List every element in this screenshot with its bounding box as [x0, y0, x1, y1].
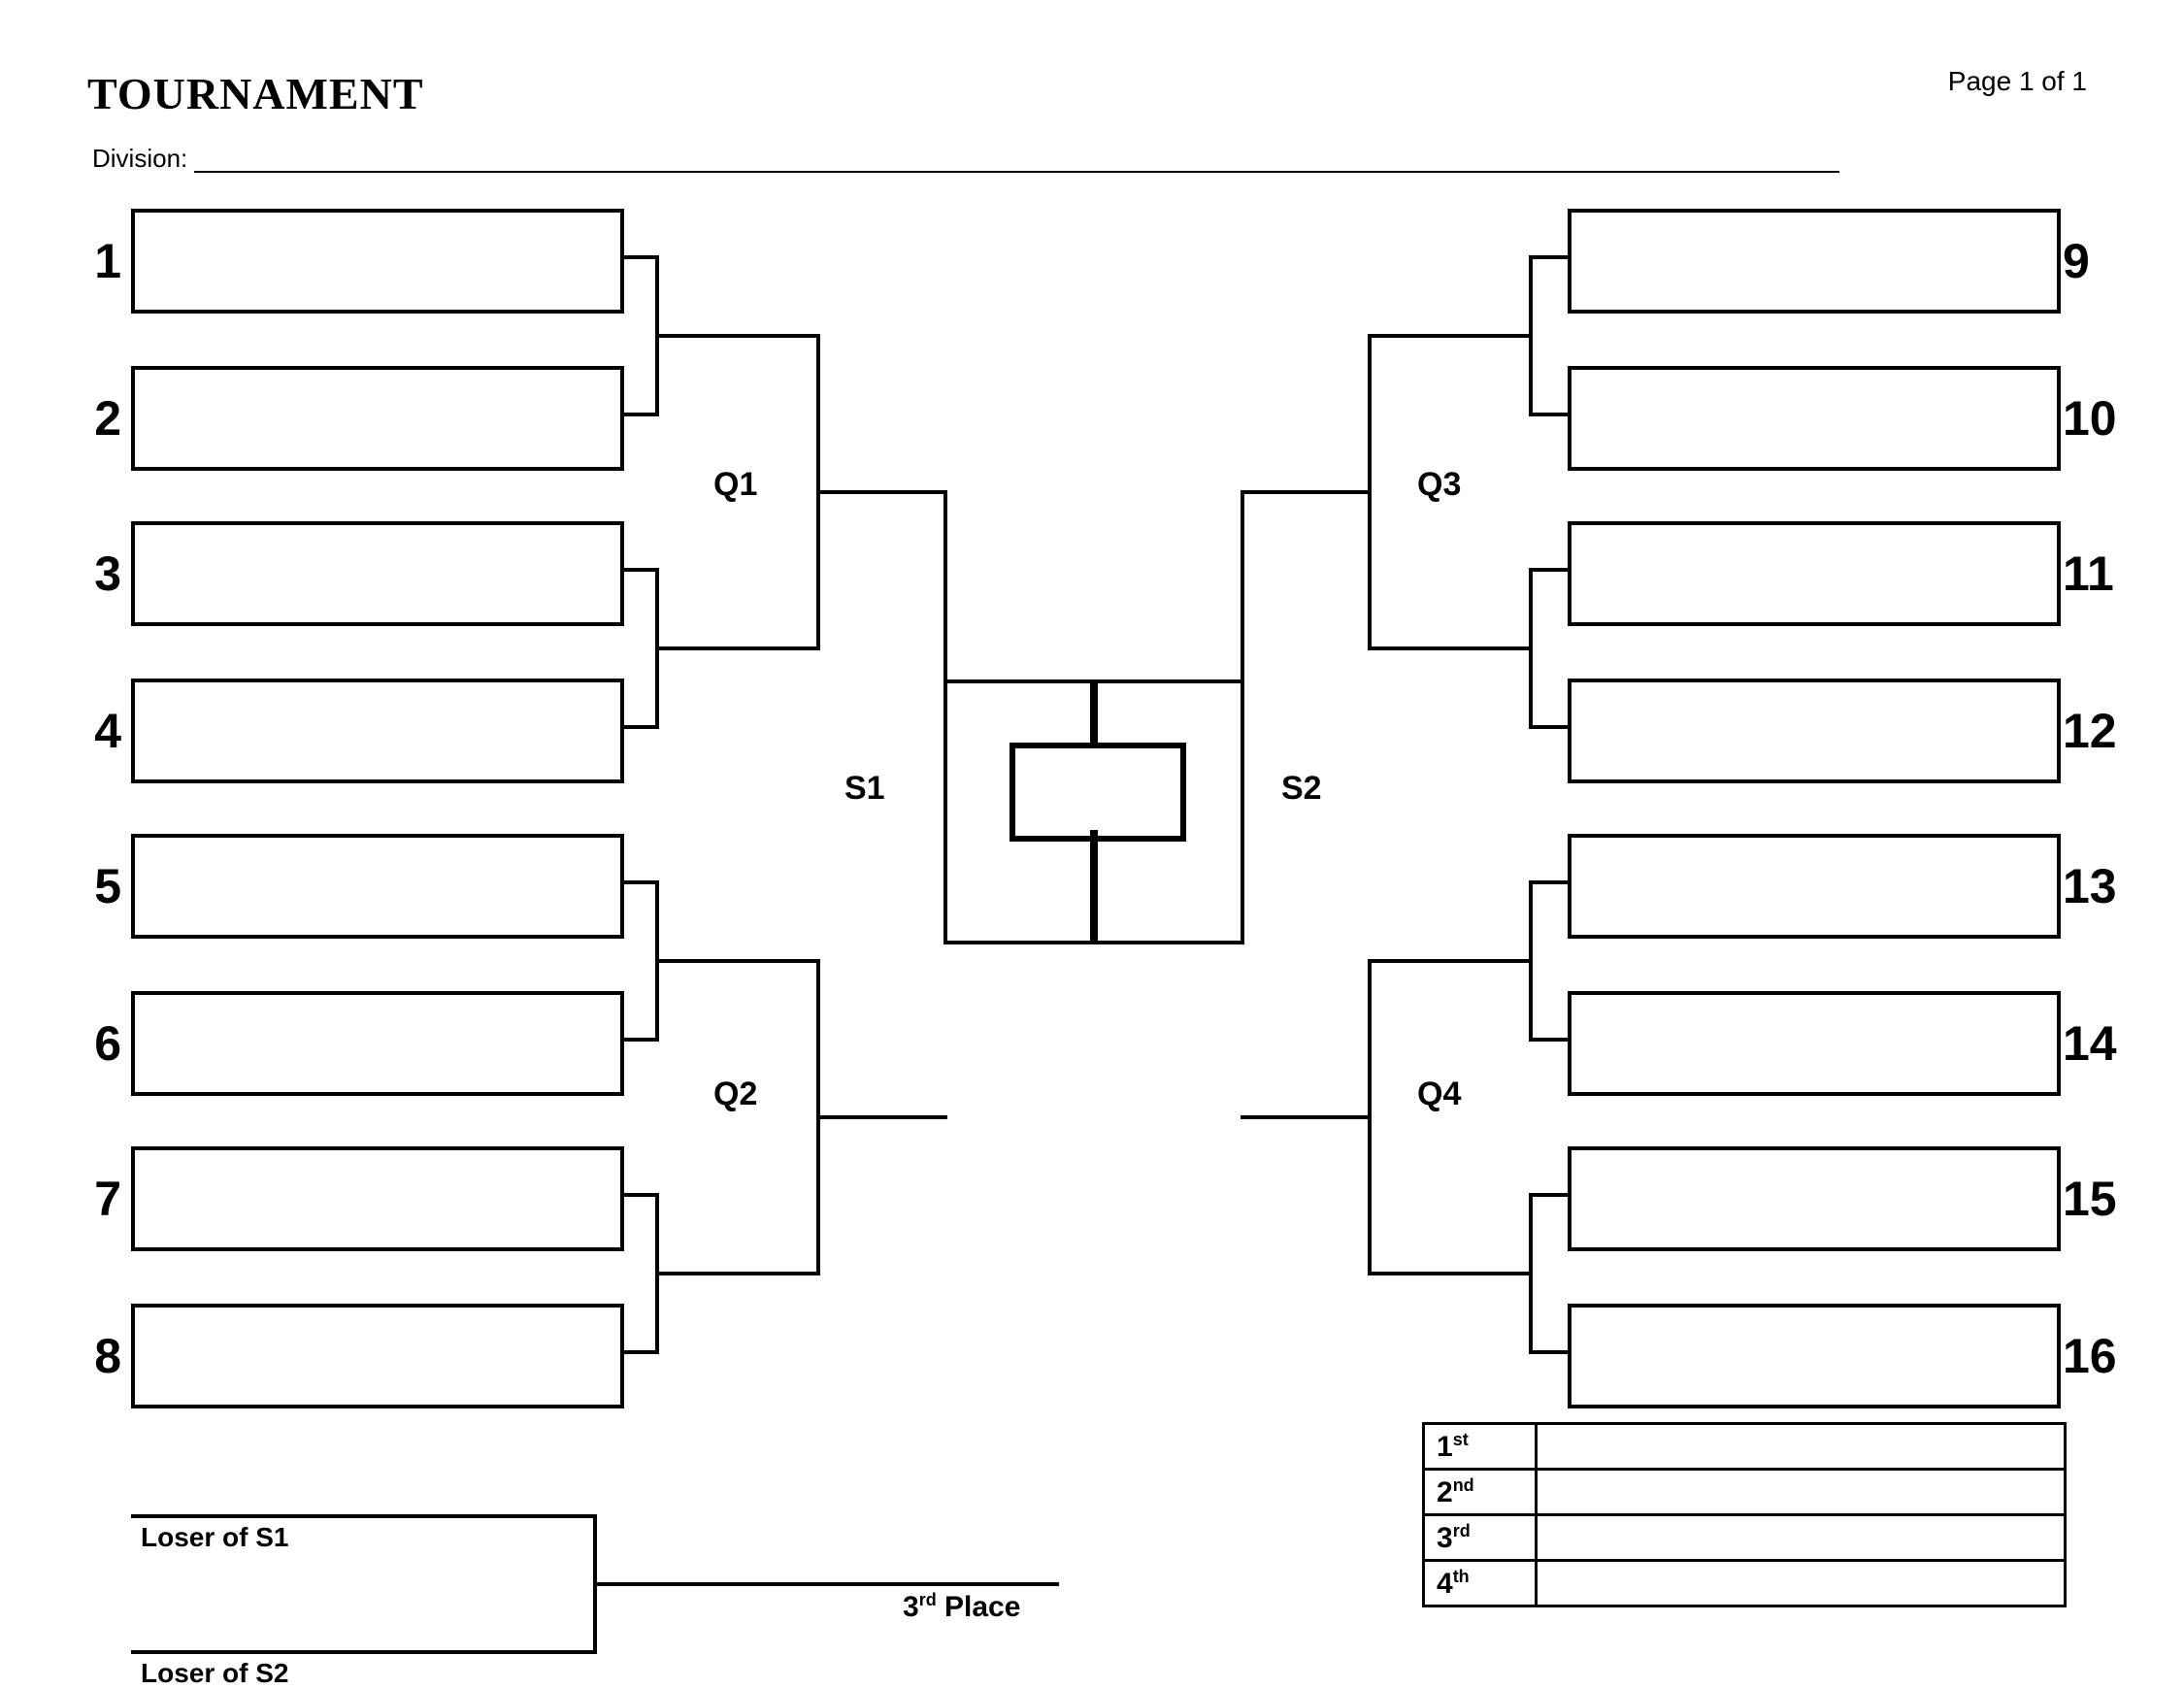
third-place-line[interactable]: [593, 1582, 1059, 1586]
seed-slot-11[interactable]: [1568, 521, 2061, 626]
seed-number: 11: [2063, 546, 2150, 602]
result-slot-1[interactable]: [1537, 1424, 2066, 1470]
seed-number: 16: [2063, 1328, 2150, 1384]
seed-slot-5[interactable]: [131, 834, 624, 939]
division-label: Division:: [92, 144, 187, 174]
result-slot-3[interactable]: [1537, 1515, 2066, 1561]
seed-number: 10: [2063, 390, 2150, 447]
bracket-line: [620, 880, 659, 884]
bracket-line: [1368, 1272, 1533, 1275]
seed-number: 2: [49, 390, 121, 447]
bracket-line: [816, 490, 947, 494]
bracket-line: [1529, 1350, 1568, 1354]
bracket-line: [943, 941, 1094, 944]
bracket-line: [1368, 646, 1533, 650]
bracket-line: [655, 959, 820, 963]
round-label-q3: Q3: [1417, 466, 1461, 504]
seed-number: 13: [2063, 858, 2150, 914]
bracket-line: [1241, 490, 1244, 944]
bracket-line: [1529, 1193, 1568, 1197]
seed-slot-7[interactable]: [131, 1146, 624, 1251]
third-place-label: 3rd Place: [903, 1590, 1020, 1624]
seed-slot-12[interactable]: [1568, 679, 2061, 783]
bracket-line: [1094, 679, 1244, 683]
bracket-line: [1529, 413, 1568, 416]
rank-cell: 2nd: [1424, 1470, 1537, 1515]
bracket-line: [1368, 959, 1533, 963]
loser-s2-label: Loser of S2: [141, 1658, 288, 1689]
bracket-line: [620, 1038, 659, 1042]
bracket-line: [1094, 830, 1098, 944]
rank-cell: 3rd: [1424, 1515, 1537, 1561]
bracket-line: [1368, 334, 1533, 338]
results-row: 3rd: [1424, 1515, 2066, 1561]
seed-slot-3[interactable]: [131, 521, 624, 626]
seed-slot-13[interactable]: [1568, 834, 2061, 939]
bracket-line: [655, 646, 820, 650]
bracket-line: [620, 1193, 659, 1197]
page-title: TOURNAMENT: [87, 68, 424, 119]
bracket-line: [1529, 1038, 1568, 1042]
results-row: 4th: [1424, 1561, 2066, 1606]
seed-slot-9[interactable]: [1568, 209, 2061, 314]
results-row: 1st: [1424, 1424, 2066, 1470]
rank-cell: 4th: [1424, 1561, 1537, 1606]
bracket-line: [1094, 679, 1098, 746]
round-label-q2: Q2: [713, 1076, 757, 1113]
loser-s1-label: Loser of S1: [141, 1522, 288, 1553]
round-label-s2: S2: [1281, 770, 1322, 808]
results-row: 2nd: [1424, 1470, 2066, 1515]
bracket-line: [655, 334, 820, 338]
result-slot-4[interactable]: [1537, 1561, 2066, 1606]
champion-slot[interactable]: [1009, 743, 1186, 842]
bracket-line: [620, 1350, 659, 1354]
results-table: 1st 2nd 3rd 4th: [1422, 1422, 2067, 1607]
seed-slot-6[interactable]: [131, 991, 624, 1096]
bracket-line: [1529, 568, 1568, 572]
bracket-line: [816, 1115, 947, 1119]
seed-number: 5: [49, 858, 121, 914]
page-number: Page 1 of 1: [1948, 66, 2087, 97]
bracket-line: [620, 255, 659, 259]
seed-number: 3: [49, 546, 121, 602]
seed-slot-8[interactable]: [131, 1304, 624, 1408]
consolation-line[interactable]: [131, 1514, 597, 1518]
consolation-line[interactable]: [131, 1650, 597, 1654]
division-input-line[interactable]: [194, 171, 1839, 173]
bracket-line: [943, 490, 947, 944]
seed-number: 12: [2063, 703, 2150, 759]
bracket-line: [1241, 490, 1372, 494]
bracket-line: [1529, 255, 1568, 259]
round-label-q4: Q4: [1417, 1076, 1461, 1113]
seed-number: 4: [49, 703, 121, 759]
seed-slot-10[interactable]: [1568, 366, 2061, 471]
bracket-line: [1529, 725, 1568, 729]
seed-number: 8: [49, 1328, 121, 1384]
result-slot-2[interactable]: [1537, 1470, 2066, 1515]
bracket-line: [1529, 880, 1568, 884]
seed-slot-14[interactable]: [1568, 991, 2061, 1096]
bracket-line: [1094, 941, 1244, 944]
seed-number: 1: [49, 233, 121, 289]
rank-cell: 1st: [1424, 1424, 1537, 1470]
bracket-line: [1241, 1115, 1372, 1119]
seed-number: 9: [2063, 233, 2150, 289]
seed-slot-16[interactable]: [1568, 1304, 2061, 1408]
bracket-line: [620, 725, 659, 729]
bracket-line: [620, 413, 659, 416]
seed-slot-4[interactable]: [131, 679, 624, 783]
seed-slot-2[interactable]: [131, 366, 624, 471]
seed-slot-1[interactable]: [131, 209, 624, 314]
bracket-line: [620, 568, 659, 572]
seed-number: 6: [49, 1015, 121, 1072]
bracket-line: [943, 679, 1094, 683]
seed-number: 7: [49, 1171, 121, 1227]
seed-number: 14: [2063, 1015, 2150, 1072]
round-label-s1: S1: [844, 770, 885, 808]
seed-number: 15: [2063, 1171, 2150, 1227]
seed-slot-15[interactable]: [1568, 1146, 2061, 1251]
round-label-q1: Q1: [713, 466, 757, 504]
bracket-line: [655, 1272, 820, 1275]
